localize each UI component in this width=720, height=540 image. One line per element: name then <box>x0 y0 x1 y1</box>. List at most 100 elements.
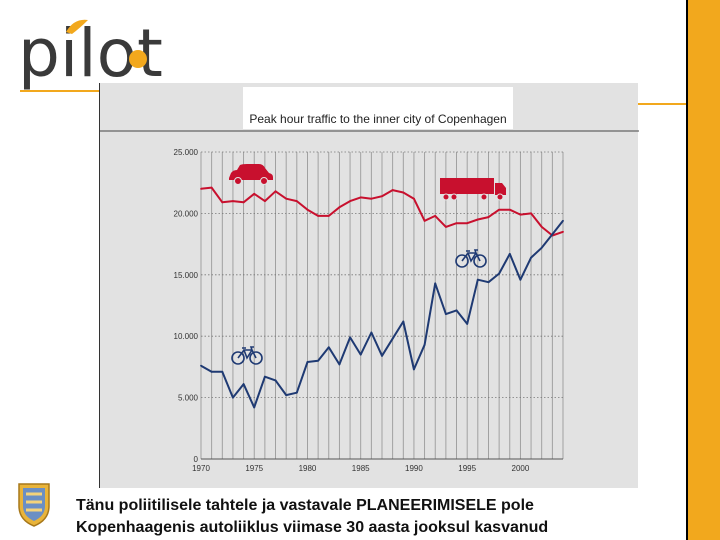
motor-traffic-point <box>306 208 309 211</box>
bicycle-icon-upper <box>455 249 487 268</box>
chart-title: Peak hour traffic to the inner city of C… <box>249 112 506 126</box>
bicycle-traffic-point <box>210 370 213 373</box>
motor-traffic-point <box>349 200 351 203</box>
motor-traffic-point <box>434 214 437 217</box>
logo-leaf-accent <box>66 19 88 34</box>
bicycle-traffic-point <box>519 278 522 281</box>
motor-traffic-point <box>530 212 532 215</box>
y-tick-label: 0 <box>194 455 199 464</box>
bicycle-traffic-point <box>498 272 501 275</box>
bicycle-traffic-point <box>242 383 245 385</box>
x-tick-label: 1990 <box>405 464 423 473</box>
bicycle-traffic-point <box>455 309 458 312</box>
bicycle-traffic-point <box>530 256 532 259</box>
bicycle-traffic-point <box>487 281 490 284</box>
y-tick-label: 25.000 <box>174 148 199 157</box>
motor-traffic-point <box>210 186 213 189</box>
bicycle-traffic-point <box>349 336 351 339</box>
logo-dot-accent <box>129 50 147 68</box>
bicycle-traffic-point <box>274 379 277 382</box>
accent-side-bar-edge <box>686 0 688 540</box>
slide-caption: Tänu poliitilisele tahtele ja vastavale … <box>76 495 676 539</box>
bicycle-traffic-point <box>306 361 309 363</box>
motor-traffic-point <box>413 197 415 200</box>
bicycle-traffic-point <box>551 233 554 236</box>
x-tick-label: 1975 <box>245 464 263 473</box>
logo-mark: pilot <box>18 15 163 92</box>
bicycle-traffic-point <box>232 396 234 399</box>
grid-layer <box>200 151 564 460</box>
y-tick-label: 20.000 <box>174 209 199 218</box>
coat-of-arms-icon <box>16 480 52 528</box>
bicycle-traffic-point <box>285 394 288 397</box>
x-tick-label: 1970 <box>192 464 210 473</box>
motor-traffic-point <box>476 218 479 221</box>
bicycle-traffic-point <box>200 364 202 367</box>
bicycle-traffic-point <box>466 323 469 325</box>
motor-traffic-point <box>381 195 383 198</box>
motor-traffic-point <box>359 196 362 199</box>
bicycle-traffic-point <box>540 246 543 249</box>
motor-traffic-point <box>317 214 320 217</box>
chart-title-box <box>243 87 513 129</box>
motor-traffic-point <box>253 192 256 195</box>
bicycle-traffic-point <box>221 370 224 373</box>
bicycle-traffic-point <box>253 406 256 409</box>
bicycle-traffic-point <box>295 391 298 394</box>
motor-traffic-point <box>402 191 405 194</box>
motor-traffic-point <box>232 200 234 203</box>
bicycle-traffic-point <box>444 313 447 315</box>
motor-traffic-point <box>200 187 202 190</box>
motor-traffic-point <box>466 222 469 225</box>
x-tick-label: 1985 <box>352 464 370 473</box>
bicycle-icon-lower <box>231 346 263 365</box>
y-tick-label: 10.000 <box>174 332 199 341</box>
motor-traffic-point <box>370 197 373 200</box>
bicycle-traffic-point <box>317 359 320 362</box>
series-layer <box>200 186 564 409</box>
bicycle-traffic-point <box>402 320 405 323</box>
bicycle-traffic-point <box>434 282 437 285</box>
bicycle-traffic-point <box>263 375 266 378</box>
motor-traffic-point <box>519 213 522 216</box>
header-rule-right <box>638 103 686 105</box>
x-tick-label: 2000 <box>512 464 530 473</box>
motor-traffic-point <box>338 206 341 209</box>
pilot-logo: pilot <box>14 14 179 94</box>
bicycle-traffic-point <box>359 353 362 356</box>
bicycle-traffic-point <box>381 354 383 357</box>
bicycle-traffic-point <box>391 337 394 340</box>
motor-traffic-point <box>444 226 447 228</box>
traffic-chart: Peak hour traffic to the inner city of C… <box>100 87 639 473</box>
motor-traffic-point <box>274 190 277 193</box>
bicycle-traffic-point <box>413 368 415 371</box>
motor-traffic-point <box>562 230 564 233</box>
bicycle-traffic-point <box>562 219 564 222</box>
motor-traffic-point <box>455 222 458 225</box>
motor-traffic-point <box>487 216 490 218</box>
x-tick-label: 1995 <box>458 464 476 473</box>
motor-traffic-point <box>498 208 501 211</box>
bicycle-traffic-point <box>370 331 373 334</box>
bicycle-traffic-point <box>508 253 511 255</box>
car-icon <box>229 164 273 185</box>
y-tick-label: 15.000 <box>174 271 199 280</box>
motor-traffic-point <box>295 200 298 203</box>
accent-side-bar <box>688 0 720 540</box>
chart-panel: Peak hour traffic to the inner city of C… <box>99 83 639 488</box>
motor-traffic-point <box>327 214 330 217</box>
y-tick-label: 5.000 <box>178 394 199 403</box>
motor-traffic-point <box>242 201 245 204</box>
motor-traffic-point <box>423 219 426 222</box>
motor-traffic-point <box>540 226 543 228</box>
caption-line-1: Tänu poliitilisele tahtele ja vastavale … <box>76 497 534 514</box>
motor-traffic-point <box>508 208 511 211</box>
bicycle-traffic-point <box>476 278 479 281</box>
motor-traffic-point <box>263 200 266 203</box>
truck-icon <box>440 178 506 201</box>
x-tick-label: 1980 <box>299 464 317 473</box>
motor-traffic-point <box>391 189 394 191</box>
tick-labels: 0 5.000 10.000 15.000 20.000 25.000 1970 1975 19… <box>174 148 530 473</box>
bicycle-traffic-point <box>423 343 426 346</box>
header-rule-left <box>20 90 100 92</box>
